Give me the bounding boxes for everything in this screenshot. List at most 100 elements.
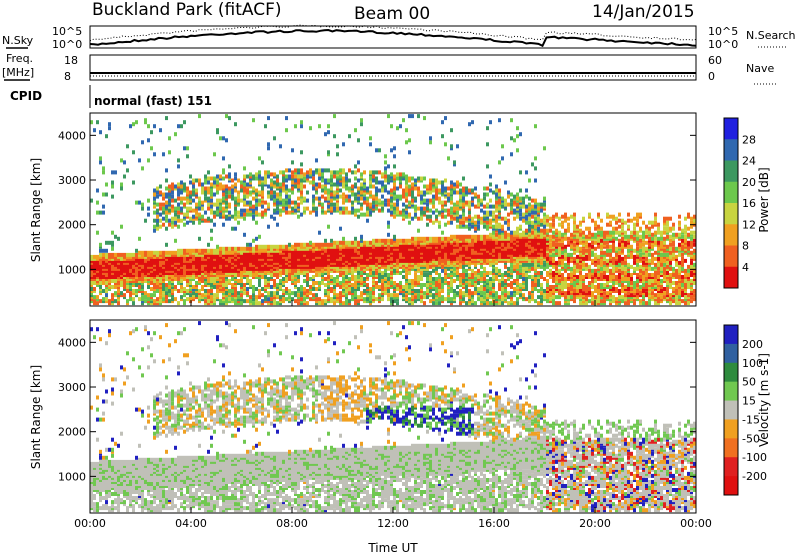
data-cell: [249, 242, 252, 247]
data-cell: [165, 242, 168, 247]
data-cell: [192, 291, 195, 296]
data-cell: [471, 202, 474, 207]
data-cell: [183, 271, 186, 275]
data-cell: [339, 299, 342, 304]
data-cell: [294, 184, 297, 189]
data-cell: [462, 192, 465, 197]
data-cell: [360, 212, 363, 217]
data-cell: [522, 230, 525, 235]
data-cell: [252, 246, 255, 251]
data-cell: [438, 196, 441, 201]
data-cell: [375, 170, 378, 175]
data-cell: [357, 252, 360, 257]
data-cell: [354, 128, 357, 133]
data-cell: [258, 202, 261, 207]
data-cell: [285, 291, 288, 296]
data-cell: [288, 194, 291, 199]
data-cell: [264, 124, 267, 129]
data-cell: [165, 178, 168, 183]
data-cell: [339, 210, 342, 215]
data-cell: [282, 277, 285, 281]
data-cell: [495, 291, 498, 296]
data-cell: [279, 192, 282, 197]
data-cell: [162, 206, 165, 211]
data-cell: [96, 200, 99, 205]
data-cell: [348, 194, 351, 199]
data-cell: [309, 180, 312, 185]
freq-panel-frame: [89, 54, 697, 81]
data-cell: [210, 208, 213, 213]
data-cell: [234, 289, 237, 293]
data-cell: [93, 128, 96, 133]
data-cell: [96, 295, 99, 300]
data-cell: [282, 244, 285, 249]
data-cell: [231, 271, 234, 275]
data-cell: [294, 200, 297, 205]
data-cell: [255, 176, 258, 181]
data-cell: [240, 246, 243, 251]
data-cell: [150, 130, 153, 135]
data-cell: [396, 238, 399, 243]
data-cell: [318, 273, 321, 277]
data-cell: [123, 160, 126, 165]
data-cell: [288, 242, 291, 247]
data-cell: [204, 174, 207, 179]
data-cell: [90, 120, 93, 125]
data-cell: [141, 250, 144, 255]
data-cell: [519, 283, 522, 287]
data-cell: [441, 120, 444, 125]
data-cell: [174, 220, 177, 225]
data-cell: [447, 220, 450, 225]
data-cell: [315, 206, 318, 211]
data-cell: [234, 252, 237, 257]
data-cell: [522, 218, 525, 223]
data-cell: [315, 287, 318, 291]
data-cell: [105, 293, 108, 298]
data-cell: [315, 242, 318, 247]
data-cell: [474, 192, 477, 197]
data-cell: [96, 230, 99, 235]
data-cell: [162, 252, 165, 257]
data-cell: [360, 234, 363, 239]
data-cell: [165, 192, 168, 197]
data-cell: [459, 198, 462, 203]
data-cell: [327, 271, 330, 275]
data-cell: [183, 212, 186, 217]
data-cell: [495, 184, 498, 189]
data-cell: [429, 289, 432, 293]
data-cell: [309, 240, 312, 245]
data-cell: [102, 289, 105, 293]
data-cell: [129, 285, 132, 289]
data-cell: [258, 198, 261, 203]
data-cell: [174, 285, 177, 289]
data-cell: [141, 285, 144, 289]
data-cell: [384, 287, 387, 291]
data-cell: [369, 287, 372, 291]
data-cell: [489, 204, 492, 209]
data-cell: [132, 291, 135, 296]
data-cell: [183, 222, 186, 227]
data-cell: [300, 174, 303, 179]
data-cell: [291, 186, 294, 191]
data-cell: [495, 218, 498, 223]
data-cell: [300, 291, 303, 296]
data-cell: [369, 136, 372, 141]
data-cell: [498, 287, 501, 291]
data-cell: [375, 297, 378, 302]
data-cell: [273, 136, 276, 141]
data-cell: [375, 281, 378, 285]
cpid-value: normal (fast) 151: [94, 94, 212, 108]
data-cell: [231, 283, 234, 287]
data-cell: [270, 291, 273, 296]
data-cell: [402, 202, 405, 207]
freq-label: Freq.: [6, 52, 33, 65]
data-cell: [267, 190, 270, 195]
data-cell: [201, 248, 204, 253]
data-cell: [504, 198, 507, 203]
data-cell: [324, 168, 327, 173]
data-cell: [222, 168, 225, 173]
data-cell: [216, 285, 219, 289]
data-cell: [387, 202, 390, 207]
data-cell: [300, 162, 303, 167]
data-cell: [213, 222, 216, 227]
